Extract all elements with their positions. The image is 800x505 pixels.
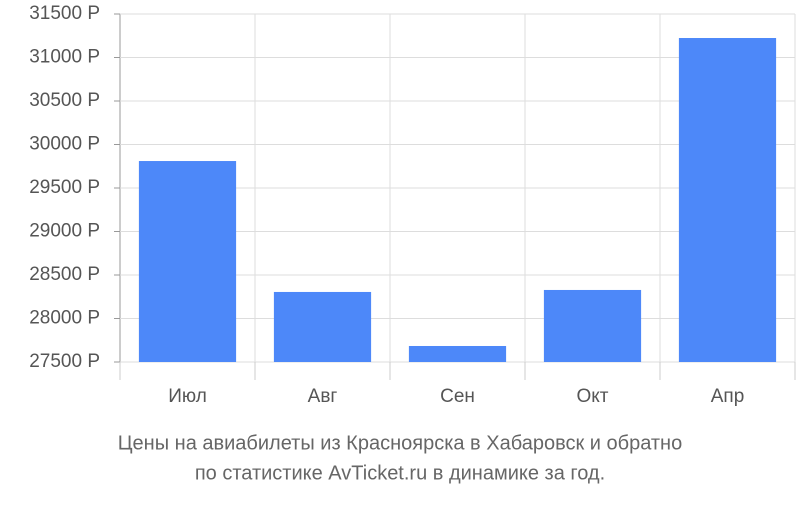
y-tick-label: 27500 Р bbox=[29, 351, 100, 372]
bar bbox=[678, 38, 777, 363]
x-tick-label: Авг bbox=[308, 386, 338, 407]
y-tick-label: 29500 Р bbox=[29, 177, 100, 198]
bar bbox=[273, 291, 372, 362]
y-tick-label: 31000 Р bbox=[29, 47, 100, 68]
x-tick-label: Сен bbox=[440, 386, 475, 407]
y-tick-label: 30000 Р bbox=[29, 134, 100, 155]
bar bbox=[138, 161, 237, 362]
x-tick-label: Апр bbox=[711, 386, 745, 407]
chart-title: по статистике AvTicket.ru в динамике за … bbox=[195, 462, 605, 484]
y-tick-label: 28000 Р bbox=[29, 308, 100, 329]
chart-title: Цены на авиабилеты из Красноярска в Хаба… bbox=[118, 432, 682, 454]
bar bbox=[543, 289, 642, 362]
y-tick-label: 28500 Р bbox=[29, 264, 100, 285]
y-tick-label: 31500 Р bbox=[29, 3, 100, 24]
x-tick-label: Окт bbox=[576, 386, 608, 407]
x-tick-label: Июл bbox=[168, 386, 207, 407]
y-tick-label: 30500 Р bbox=[29, 90, 100, 111]
bar bbox=[408, 345, 507, 362]
y-tick-label: 29000 Р bbox=[29, 221, 100, 242]
